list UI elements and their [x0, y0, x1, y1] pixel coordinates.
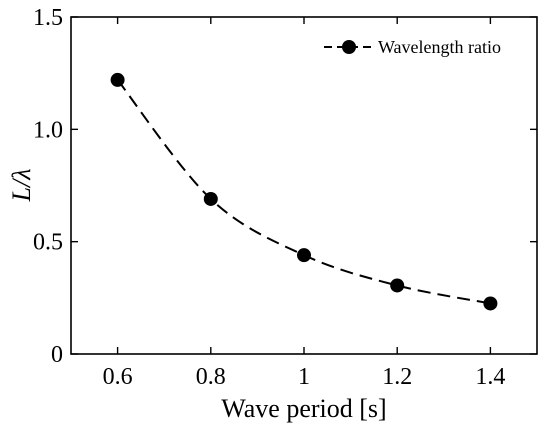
x-tick-label: 0.6 — [103, 364, 133, 390]
x-tick-label: 1.2 — [382, 364, 412, 390]
data-point — [297, 248, 311, 263]
series-line — [116, 79, 491, 305]
x-axis-title: Wave period [s] — [221, 394, 386, 423]
legend: Wavelength ratio — [324, 37, 501, 57]
data-point — [203, 191, 218, 206]
plot-frame — [70, 16, 538, 355]
x-tick-label: 1 — [298, 364, 310, 390]
data-point — [110, 72, 125, 87]
y-tick-label: 1.0 — [33, 117, 63, 143]
x-tick-label: 1.4 — [475, 364, 505, 390]
x-tick-label: 0.8 — [196, 364, 226, 390]
y-tick-label: 1.5 — [33, 5, 63, 31]
legend-marker — [342, 40, 356, 54]
legend-label: Wavelength ratio — [378, 37, 501, 57]
y-axis-title: L/λ — [7, 169, 36, 203]
ticks — [71, 16, 537, 355]
data-point — [483, 296, 498, 311]
tick-labels: 0.6 0.8 1 1.2 1.4 0 0.5 1.0 1.5 — [33, 5, 505, 390]
y-tick-label: 0.5 — [33, 230, 63, 256]
series — [110, 72, 498, 311]
data-point — [390, 278, 405, 293]
y-tick-label: 0 — [51, 342, 63, 368]
